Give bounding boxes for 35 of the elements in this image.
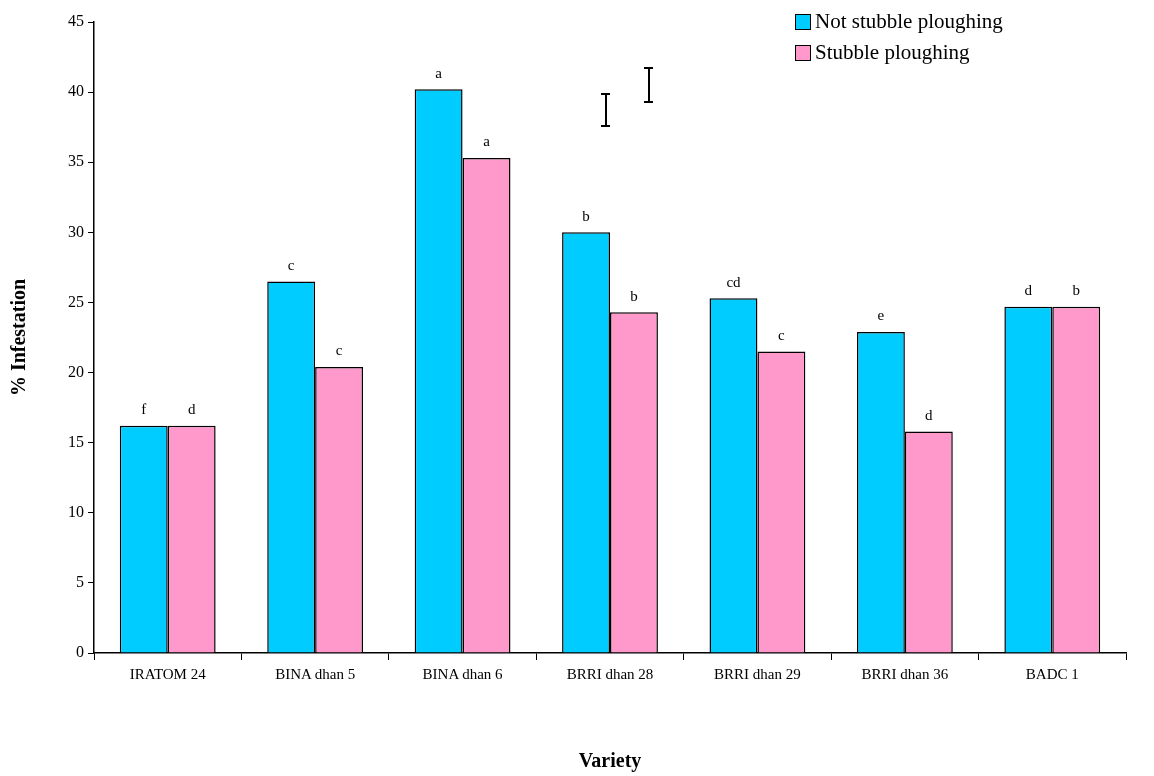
x-tick-label: BRRI dhan 28 (566, 665, 654, 682)
data-label: b (582, 207, 590, 224)
data-label: b (630, 287, 638, 304)
data-label: a (483, 133, 491, 150)
data-label: cd (726, 273, 742, 290)
x-tick-label: IRATOM 24 (129, 665, 207, 682)
y-tick-label: 20 (68, 362, 84, 380)
data-label: c (335, 342, 343, 359)
x-tick-label: BADC 1 (1025, 665, 1079, 682)
y-tick-label: 25 (68, 292, 84, 310)
x-tick-label: BRRI dhan 36 (861, 665, 949, 682)
x-tick-label: BINA dhan 5 (275, 665, 356, 682)
data-label: d (925, 406, 934, 423)
y-tick-label: 30 (68, 222, 84, 240)
y-tick-label: 5 (76, 573, 84, 591)
data-label: e (877, 307, 885, 324)
data-label: d (187, 401, 196, 418)
y-tick-label: 10 (68, 502, 84, 520)
legend-label: Stubble ploughing (815, 39, 970, 66)
data-label: c (778, 326, 786, 343)
data-label: c (287, 256, 295, 273)
x-tick-label: BRRI dhan 29 (714, 665, 801, 682)
y-tick-label: 15 (68, 432, 84, 450)
y-tick-label: 40 (68, 82, 84, 100)
data-label: d (1024, 282, 1033, 299)
x-tick-label: BINA dhan 6 (422, 665, 504, 682)
y-tick-label: 45 (68, 12, 84, 30)
data-label: a (435, 64, 443, 81)
y-tick-label: 35 (68, 152, 84, 170)
x-axis-title: Variety (578, 749, 642, 773)
data-label: b (1072, 282, 1080, 299)
y-tick-label: 0 (76, 643, 84, 661)
legend-label: Not stubble ploughing (815, 8, 1003, 35)
y-axis-title: % Infestation (7, 278, 30, 397)
data-label: f (141, 401, 147, 418)
